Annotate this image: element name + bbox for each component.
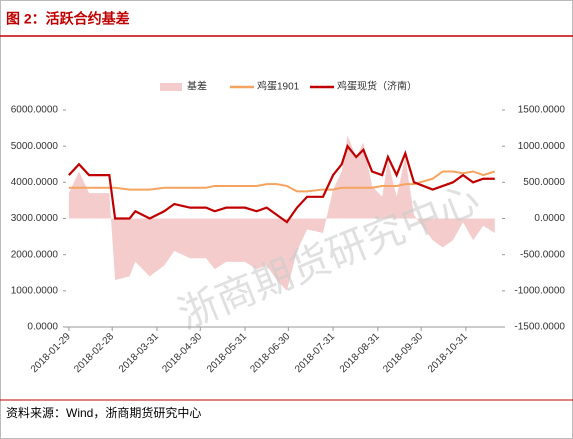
line: [68, 143, 495, 224]
chart-title: 图 2：活跃合约基差: [6, 11, 130, 27]
y-tick-label: 3000.0000: [11, 213, 59, 224]
y-tick-label: 6000.0000: [11, 105, 59, 116]
y-tick-label: 0.0000: [27, 322, 58, 333]
y2-tick-label: 0.0000: [534, 213, 565, 224]
y-tick-label: 1000.0000: [11, 285, 59, 296]
y-tick-label: 4000.0000: [11, 177, 59, 188]
area: [68, 135, 495, 291]
y-tick-label: 5000.0000: [11, 141, 59, 152]
source: 资料来源：Wind，浙商期货研究中心: [6, 405, 201, 420]
legend-label: 鸡蛋现货（济南）: [337, 80, 417, 93]
y2-tick-label: -500.0000: [520, 249, 565, 260]
legend-swatch: [160, 83, 182, 91]
y2-tick-label: 500.0000: [523, 177, 565, 188]
line: [68, 170, 496, 193]
y2-tick-label: 1000.0000: [518, 141, 566, 152]
y-tick-label: 2000.0000: [11, 249, 59, 260]
legend-label: 基差: [187, 80, 207, 93]
y2-tick-label: -1000.0000: [514, 285, 565, 296]
legend-label: 鸡蛋1901: [257, 80, 300, 93]
y2-tick-label: -1500.0000: [514, 322, 565, 333]
y2-tick-label: 1500.0000: [518, 105, 566, 116]
